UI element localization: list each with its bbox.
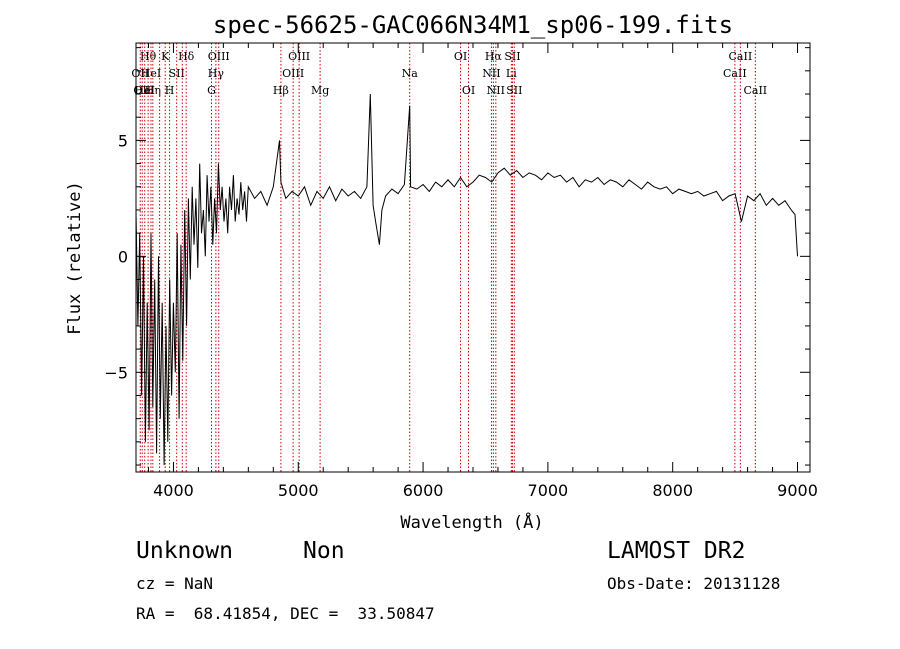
reference-line-label: Hδ: [178, 50, 195, 63]
coordinates-value: RA = 68.41854, DEC = 33.50847: [136, 604, 435, 623]
reference-line-label: G: [207, 84, 216, 97]
emission-lines-layer: OIIOIIHeIHθHeIHηKHSIIHδGHγOIIIHβOIIIOIII…: [131, 43, 767, 472]
reference-line-label: CaII: [729, 50, 753, 63]
reference-line-label: SII: [504, 50, 520, 63]
obs-date-value: Obs-Date: 20131128: [607, 574, 781, 593]
x-tick-label: 6000: [403, 481, 444, 500]
y-tick-label: −5: [104, 363, 128, 382]
reference-line-label: Hη: [145, 84, 161, 97]
cz-value: cz = NaN: [136, 574, 214, 593]
reference-line-label: Hθ: [140, 50, 157, 63]
reference-line-label: Li: [506, 67, 517, 80]
reference-line-label: Hβ: [273, 84, 289, 97]
x-tick-label: 7000: [528, 481, 569, 500]
reference-line-label: SII: [506, 84, 522, 97]
reference-line-label: NII: [487, 84, 505, 97]
reference-line-label: HeI: [141, 67, 161, 80]
survey-label: LAMOST DR2: [607, 538, 746, 564]
x-tick-label: 4000: [153, 481, 194, 500]
x-tick-label: 8000: [652, 481, 693, 500]
reference-line-label: OI: [462, 84, 475, 97]
reference-line-label: CaII: [743, 84, 767, 97]
reference-line-label: Na: [402, 67, 419, 80]
chart-title: spec-56625-GAC066N34M1_sp06-199.fits: [213, 11, 733, 39]
axis-ticks-layer: 4000 5000 6000 7000 8000 9000 −5 0 5: [104, 43, 818, 500]
reference-line-label: OI: [454, 50, 467, 63]
y-tick-label: 5: [118, 131, 128, 150]
x-tick-label: 5000: [278, 481, 319, 500]
reference-line-label: CaII: [723, 67, 747, 80]
reference-line-label: K: [161, 50, 170, 63]
class-label: Unknown: [136, 538, 233, 564]
reference-line-label: NII: [482, 67, 500, 80]
spectrum-series-line: [135, 93, 798, 466]
reference-line-label: H: [165, 84, 175, 97]
reference-line-label: Mg: [311, 84, 329, 97]
reference-line-label: Hα: [485, 50, 503, 63]
subclass-label: Non: [303, 538, 345, 564]
x-tick-label: 9000: [777, 481, 818, 500]
reference-line-label: Hγ: [208, 67, 225, 80]
spectrum-layer: [135, 93, 798, 466]
reference-line-label: SII: [169, 67, 185, 80]
y-axis-label: Flux (relative): [65, 181, 85, 335]
reference-line-label: OIII: [282, 67, 304, 80]
reference-line-label: OIII: [288, 50, 310, 63]
reference-line-label: OIII: [208, 50, 230, 63]
y-tick-label: 0: [118, 247, 128, 266]
plot-frame: [135, 42, 811, 473]
x-axis-label: Wavelength (Å): [400, 511, 543, 533]
